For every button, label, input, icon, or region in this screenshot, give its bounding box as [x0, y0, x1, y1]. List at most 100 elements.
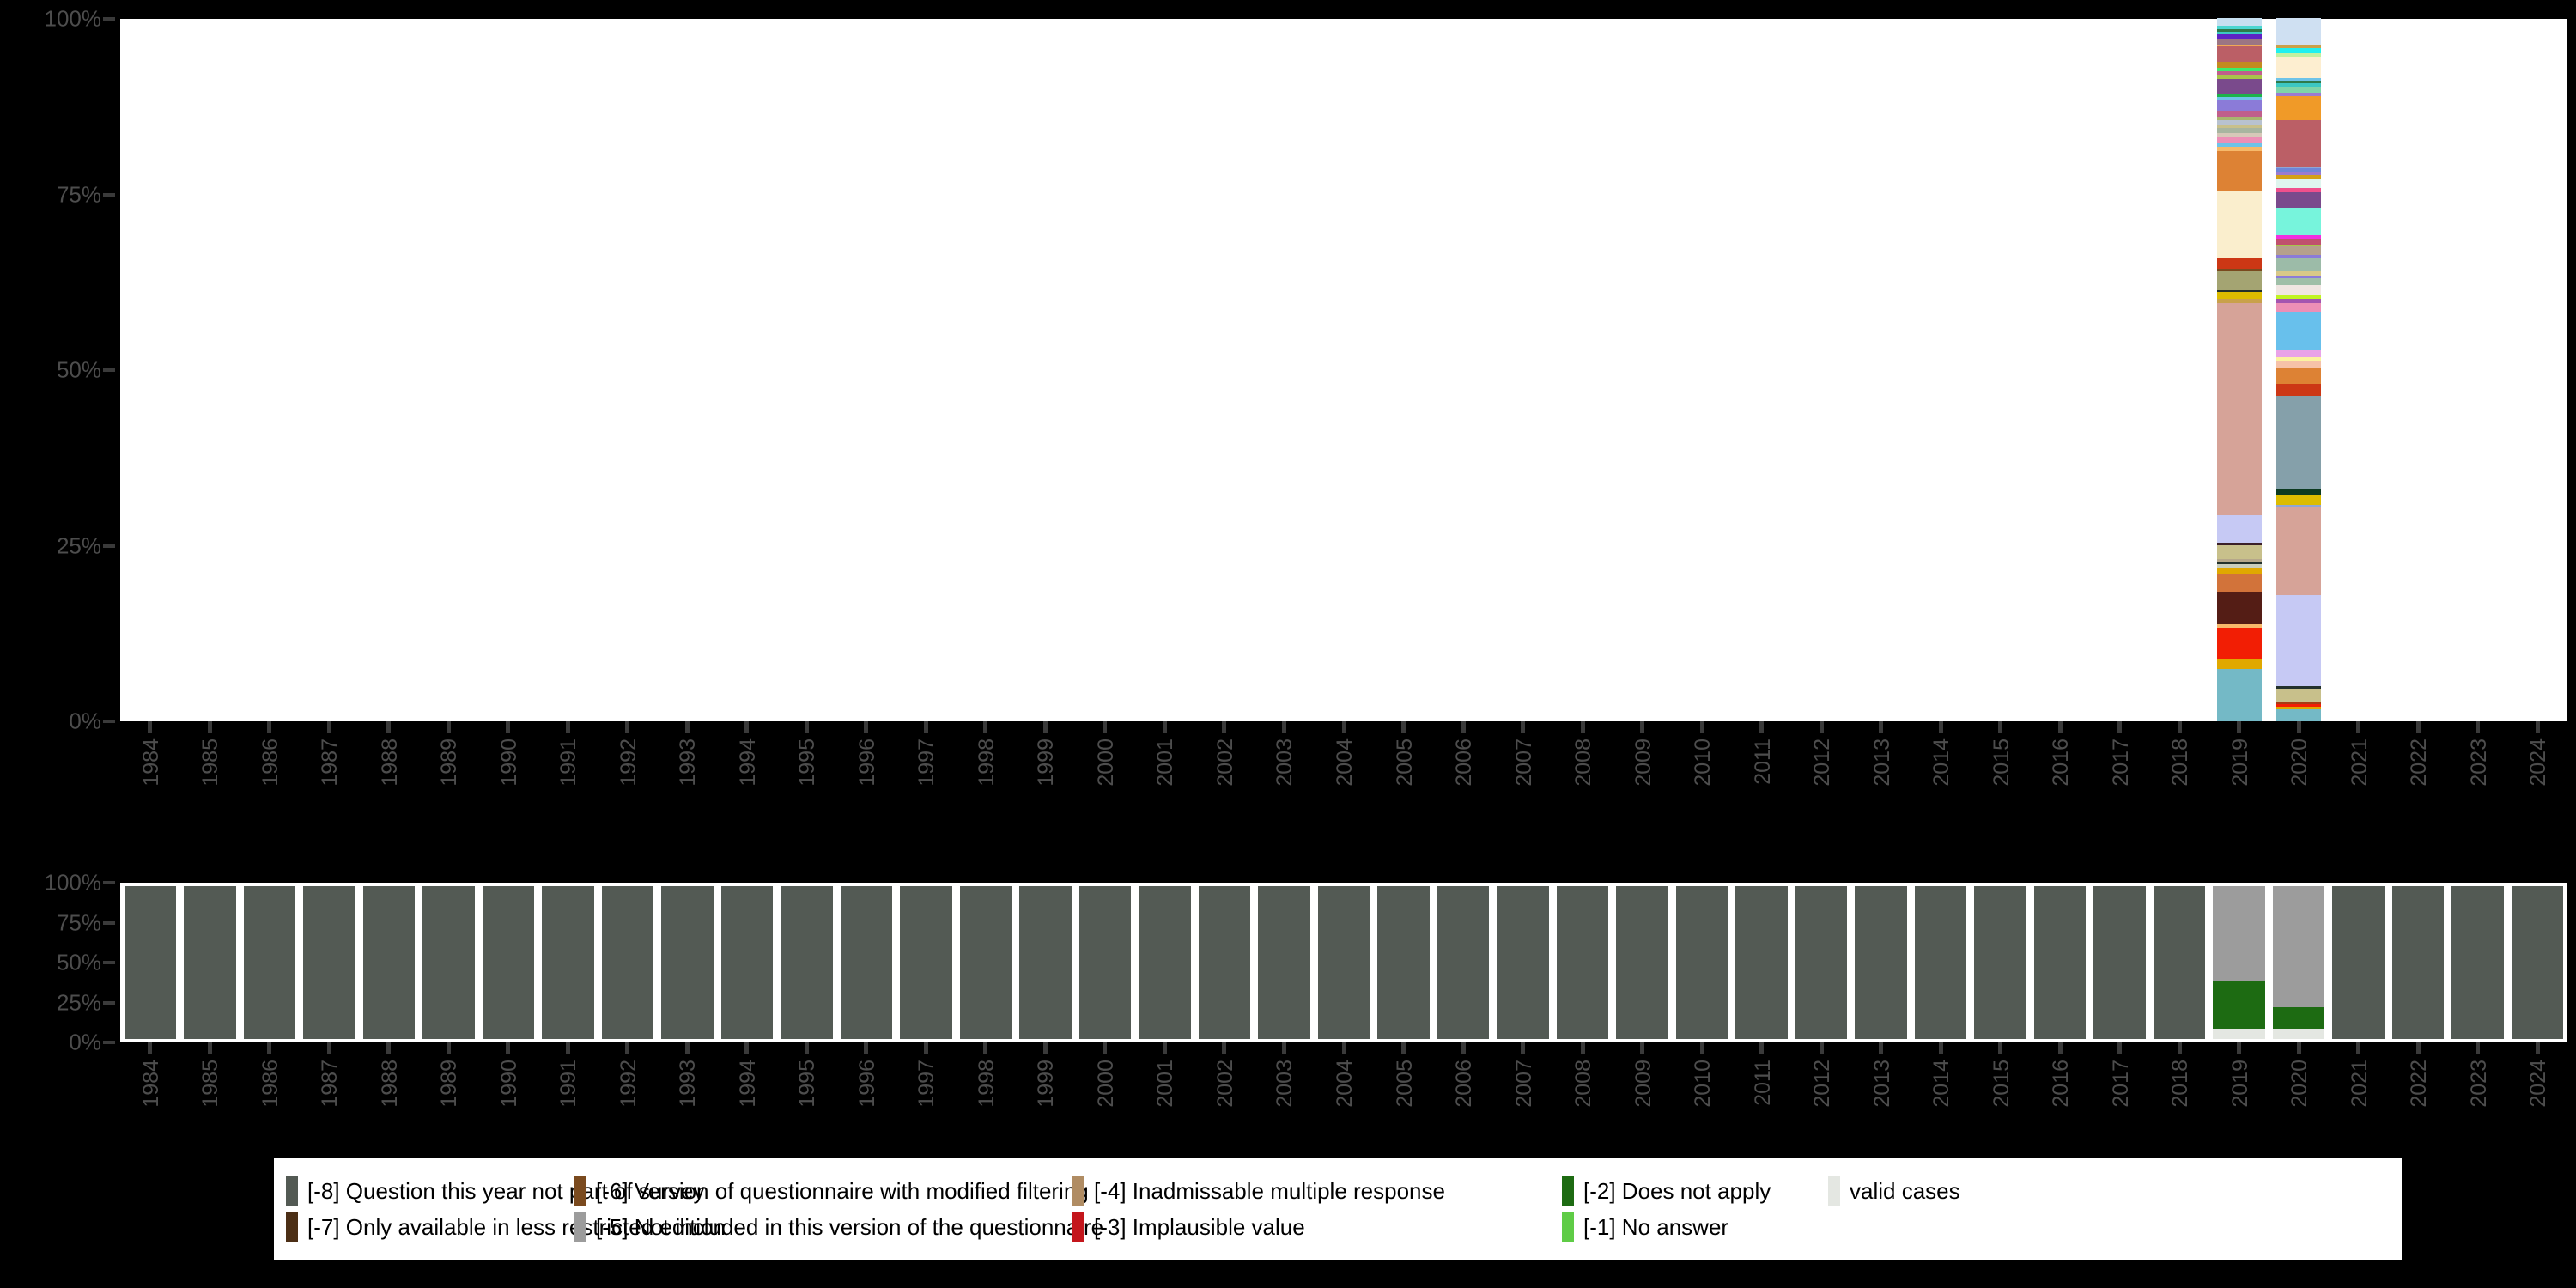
bottom-bar-segment	[1139, 885, 1191, 1039]
x-tick-mark	[1819, 1042, 1824, 1054]
x-tick-mark	[1521, 1042, 1526, 1054]
bar-segment	[2276, 92, 2322, 96]
y-tick-label: 25%	[56, 532, 101, 558]
x-tick-mark	[1879, 721, 1884, 733]
x-tick-label-1992: 1992	[616, 738, 641, 787]
top-chart-panel: 100% 75% 50% 25% 0% 1984 1985 1986 1987 1988 1989…	[45, 6, 2567, 787]
bar-segment	[2216, 298, 2262, 304]
legend-item--8[interactable]: [-8] Question this year not part of surv…	[286, 1174, 704, 1208]
bottom-bar-segment	[840, 885, 893, 1039]
x-tick-mark	[1580, 1042, 1585, 1054]
bar-segment	[2276, 367, 2322, 384]
x-tick-mark	[1580, 721, 1585, 733]
bar-segment	[2216, 127, 2262, 133]
bottom-bar-segment	[2093, 885, 2146, 1039]
bar-segment	[2216, 558, 2262, 562]
x-tick-mark	[1998, 1042, 2003, 1054]
bottom-bar-1993	[661, 885, 714, 1039]
x-tick-mark	[2117, 1042, 2123, 1054]
bar-segment	[2216, 31, 2262, 35]
x-tick-label-1985: 1985	[198, 1060, 223, 1108]
bottom-bar-segment	[1795, 885, 1848, 1039]
bar-segment	[2216, 623, 2262, 629]
x-tick-mark	[326, 1042, 331, 1054]
y-tick-label: 75%	[56, 181, 101, 207]
x-tick-label-2014: 2014	[1929, 1060, 1954, 1108]
legend-swatch-icon	[1828, 1176, 1840, 1206]
bar-segment	[2216, 562, 2262, 565]
legend-item-label: [-8] Question this year not part of surv…	[307, 1178, 705, 1204]
x-tick-mark	[1461, 1042, 1466, 1054]
bar-segment	[2216, 124, 2262, 129]
legend-item--5[interactable]: [-5] Not included in this version of the…	[574, 1210, 1103, 1244]
bar-segment	[2216, 46, 2262, 62]
bottom-bar-segment	[1974, 885, 2026, 1039]
bar-segment	[2216, 668, 2262, 721]
bar-segment	[2276, 488, 2322, 495]
x-tick-label-1990: 1990	[496, 738, 521, 787]
legend-item--4[interactable]: [-4] Inadmissable multiple response	[1072, 1174, 1445, 1208]
x-tick-mark	[1759, 721, 1765, 733]
x-tick-mark	[1938, 1042, 1943, 1054]
x-tick-label-1987: 1987	[318, 1060, 343, 1108]
bottom-bar-2024	[2511, 885, 2564, 1039]
legend-item--7[interactable]: [-7] Only available in less restricted e…	[286, 1210, 726, 1244]
bar-segment	[2276, 708, 2322, 721]
bar-segment	[2216, 143, 2262, 148]
bar-segment	[2216, 627, 2262, 660]
bar-segment	[2216, 544, 2262, 559]
x-tick-mark	[446, 1042, 451, 1054]
bottom-bar-1985	[184, 885, 236, 1039]
legend-item--1[interactable]: [-1] No answer	[1562, 1210, 1728, 1244]
bar-segment	[2216, 116, 2262, 121]
bottom-plot-area	[120, 883, 2567, 1042]
x-tick-label-2004: 2004	[1333, 738, 1357, 787]
x-tick-label-1991: 1991	[556, 738, 581, 787]
bottom-bar-2000	[1078, 885, 1132, 1039]
bottom-bar-segment	[124, 885, 176, 1039]
x-tick-mark	[1699, 1042, 1704, 1054]
bar-segment	[2216, 135, 2262, 143]
x-tick-mark	[2356, 721, 2361, 733]
legend-item--3[interactable]: [-3] Implausible value	[1072, 1210, 1305, 1244]
legend-item-label: [-6] Version of questionnaire with modif…	[596, 1178, 1089, 1204]
legend-item--6[interactable]: [-6] Version of questionnaire with modif…	[574, 1174, 1089, 1208]
x-tick-mark	[1998, 721, 2003, 733]
x-tick-label-2013: 2013	[1869, 1060, 1894, 1108]
x-tick-mark	[565, 721, 570, 733]
x-tick-mark	[923, 721, 928, 733]
x-tick-label-2011: 2011	[1750, 738, 1775, 785]
legend-item-label: [-5] Not included in this version of the…	[596, 1214, 1104, 1240]
bottom-bar-segment	[2272, 885, 2325, 1007]
x-tick-mark	[1759, 1042, 1765, 1054]
bar-segment	[2276, 167, 2322, 172]
x-tick-mark	[1521, 721, 1526, 733]
x-tick-mark	[207, 1042, 212, 1054]
x-tick-mark	[2237, 1042, 2242, 1054]
y-tick-mark	[103, 17, 115, 21]
x-tick-label-2016: 2016	[2049, 738, 2074, 787]
bar-segment	[2216, 70, 2262, 75]
bottom-x-axis: 1984 1985 1986 1987 1988 1989 1990 1991 1992 1993…	[120, 1042, 2567, 1154]
x-tick-mark	[1640, 721, 1645, 733]
x-tick-label-2001: 2001	[1153, 738, 1178, 787]
legend-item--2[interactable]: [-2] Does not apply	[1562, 1174, 1771, 1208]
bottom-bar-segment	[2213, 885, 2265, 981]
bottom-bar-segment	[1556, 885, 1609, 1039]
bar-segment	[2276, 284, 2322, 295]
bottom-bar-1988	[362, 885, 416, 1039]
bottom-bar-segment	[1914, 885, 1967, 1039]
bar-segment	[2216, 291, 2262, 300]
y-tick-label: 25%	[56, 989, 101, 1015]
bar-segment	[2276, 166, 2322, 169]
bar-segment	[2216, 659, 2262, 670]
bottom-bar-segment	[1616, 885, 1668, 1039]
legend-item-valid[interactable]: valid cases	[1828, 1174, 1960, 1208]
bar-segment	[2276, 687, 2322, 702]
legend-swatch-icon	[574, 1176, 586, 1206]
y-tick-label: 75%	[56, 909, 101, 935]
y-tick-mark	[103, 1000, 115, 1005]
x-tick-mark	[744, 721, 750, 733]
x-tick-label-1995: 1995	[795, 738, 820, 787]
x-tick-mark	[1103, 721, 1108, 733]
